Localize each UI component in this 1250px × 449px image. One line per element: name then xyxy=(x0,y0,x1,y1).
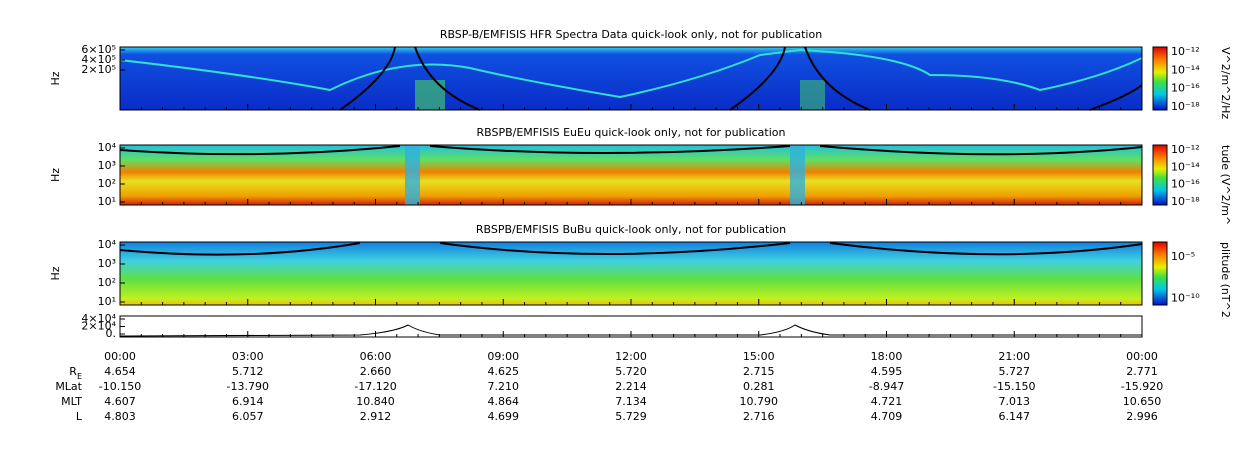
ephemeris-value: 6.147 xyxy=(999,410,1031,423)
ephemeris-value: 2.214 xyxy=(615,380,647,393)
colorbar-tick-label: 10⁻¹⁸ xyxy=(1171,195,1200,208)
y-tick-label: 10³ xyxy=(98,257,116,270)
y-tick-label: 10¹ xyxy=(98,195,116,208)
colorbar-tick-label: 10⁻¹⁸ xyxy=(1171,100,1200,113)
y-tick-label: 2×10⁴ xyxy=(81,320,116,333)
ephemeris-label: MLat xyxy=(55,380,82,393)
colorbar-tick-label: 10⁻¹⁴ xyxy=(1171,63,1200,76)
ephemeris-label: RE xyxy=(69,365,82,381)
ephemeris-value: 5.720 xyxy=(615,365,647,378)
ephemeris-label-text: MLat xyxy=(55,380,82,393)
panel-title: RBSP-B/EMFISIS HFR Spectra Data quick-lo… xyxy=(440,28,822,41)
y-tick-label: 6×10⁵ xyxy=(81,43,116,56)
ephemeris-value: 10.840 xyxy=(356,395,395,408)
colorbar-tick-label: 10⁻¹⁶ xyxy=(1171,82,1200,95)
time-label: 03:00 xyxy=(232,350,264,363)
y-tick-label: 10¹ xyxy=(98,295,116,308)
colorbar-tick-label: 10⁻¹⁴ xyxy=(1171,160,1200,173)
ephemeris-label-text: L xyxy=(76,410,83,423)
colorbar-tick-label: 10⁻¹² xyxy=(1171,143,1200,156)
y-tick-label: 10⁴ xyxy=(98,141,117,154)
colorbar-tick-label: 10⁻¹⁰ xyxy=(1171,291,1200,304)
ephemeris-value: -15.150 xyxy=(993,380,1035,393)
ephemeris-label: MLT xyxy=(61,395,82,408)
ephemeris-value: 4.864 xyxy=(488,395,520,408)
ephemeris-label: L xyxy=(76,410,83,423)
ephemeris-value: 7.210 xyxy=(488,380,520,393)
y-tick-label: 0. xyxy=(106,327,117,340)
colorbar xyxy=(1152,241,1168,306)
ephemeris-label-text: MLT xyxy=(61,395,82,408)
ephemeris-value: 7.134 xyxy=(615,395,647,408)
ephemeris-value: 2.912 xyxy=(360,410,392,423)
ephemeris-value: -10.150 xyxy=(99,380,141,393)
panel-2-image xyxy=(119,145,1143,205)
time-label: 09:00 xyxy=(487,350,519,363)
ephemeris-value: 4.721 xyxy=(871,395,903,408)
y-tick-label: 10² xyxy=(98,276,116,289)
ephemeris-value: -17.120 xyxy=(354,380,396,393)
ephemeris-value: 6.057 xyxy=(232,410,264,423)
ephemeris-value: 2.996 xyxy=(1126,410,1158,423)
ephemeris-value: -8.947 xyxy=(869,380,904,393)
ephemeris-value: 2.715 xyxy=(743,365,775,378)
ephemeris-value: 0.281 xyxy=(743,380,775,393)
ephemeris-value: 4.803 xyxy=(104,410,136,423)
ephemeris-value: 4.654 xyxy=(104,365,136,378)
ephemeris-value: 5.712 xyxy=(232,365,264,378)
colorbar-tick-label: 10⁻¹² xyxy=(1171,45,1200,58)
ephemeris-value: 2.716 xyxy=(743,410,775,423)
ephemeris-value: 7.013 xyxy=(999,395,1031,408)
ephemeris-value: 5.729 xyxy=(615,410,647,423)
y-axis-label: Hz xyxy=(49,168,62,182)
y-tick-label: 10⁴ xyxy=(98,238,117,251)
ephemeris-value: 10.650 xyxy=(1123,395,1162,408)
colorbar-label: plitude (nT^2 xyxy=(1219,242,1232,318)
panel-title: RBSPB/EMFISIS EuEu quick-look only, not … xyxy=(476,126,785,139)
ephemeris-value: 4.595 xyxy=(871,365,903,378)
ephemeris-value: -15.920 xyxy=(1121,380,1163,393)
ephemeris-value: 4.607 xyxy=(104,395,136,408)
panel-1-image xyxy=(119,46,1143,111)
y-axis-label: Hz xyxy=(49,266,62,280)
y-axis-label: Hz xyxy=(49,71,62,85)
y-tick-label: 4×10⁵ xyxy=(81,53,116,66)
ephemeris-value: 4.625 xyxy=(488,365,520,378)
y-tick-label: 2×10⁵ xyxy=(81,63,116,76)
ephemeris-label-text: R xyxy=(69,365,77,378)
colorbar xyxy=(1152,46,1168,111)
ephemeris-label-sub: E xyxy=(77,372,82,381)
ephemeris-value: 10.790 xyxy=(740,395,779,408)
time-label: 18:00 xyxy=(871,350,903,363)
ephemeris-value: 4.699 xyxy=(488,410,520,423)
ephemeris-value: -13.790 xyxy=(227,380,269,393)
panel-3-image xyxy=(119,242,1143,305)
y-tick-label: 10² xyxy=(98,177,116,190)
time-label: 00:00 xyxy=(104,350,136,363)
colorbar-tick-label: 10⁻¹⁶ xyxy=(1171,178,1200,191)
ephemeris-value: 6.914 xyxy=(232,395,264,408)
colorbar-tick-label: 10⁻⁵ xyxy=(1171,250,1195,263)
ephemeris-value: 2.660 xyxy=(360,365,392,378)
ephemeris-value: 2.771 xyxy=(1126,365,1158,378)
ephemeris-value: 4.709 xyxy=(871,410,903,423)
panel-title: RBSPB/EMFISIS BuBu quick-look only, not … xyxy=(476,223,786,236)
y-tick-label: 10³ xyxy=(98,159,116,172)
time-label: 06:00 xyxy=(360,350,392,363)
colorbar xyxy=(1152,144,1168,206)
ephemeris-value: 5.727 xyxy=(999,365,1031,378)
y-tick-label: 4×10⁴ xyxy=(81,312,116,325)
colorbar-label: tude (V^2/m^ xyxy=(1219,145,1232,225)
time-label: 15:00 xyxy=(743,350,775,363)
time-label: 21:00 xyxy=(998,350,1030,363)
time-label: 12:00 xyxy=(615,350,647,363)
colorbar-label: V^2/m^2/Hz xyxy=(1219,47,1232,119)
time-label: 00:00 xyxy=(1126,350,1158,363)
